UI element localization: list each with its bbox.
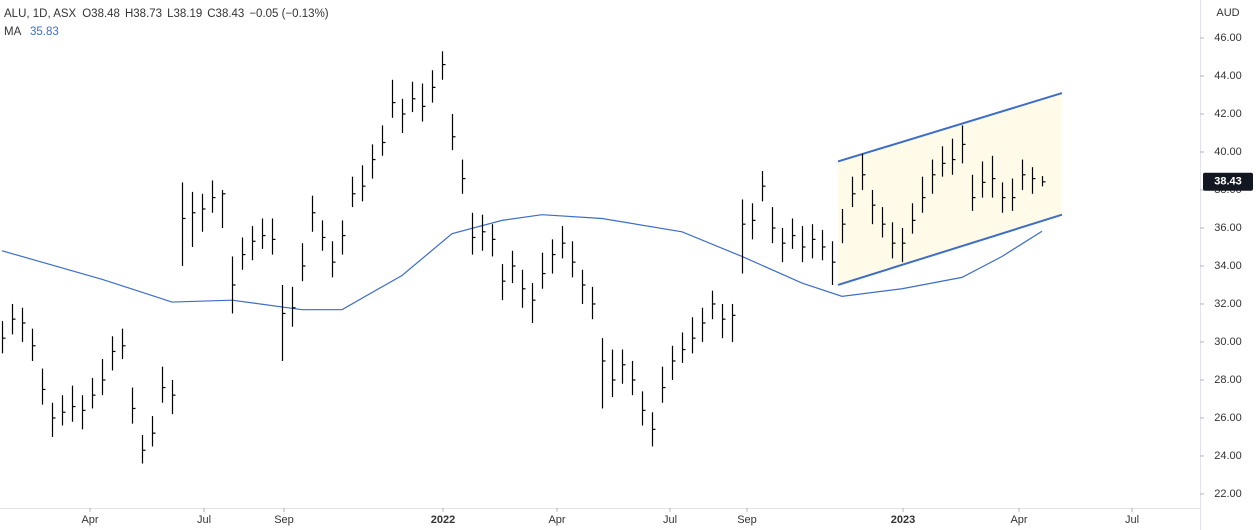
symbol: ALU, 1D, ASX	[4, 8, 77, 20]
y-tick-label: 28.00	[1214, 374, 1242, 386]
header: ALU, 1D, ASX O38.48 H38.73 L38.19 C38.43 −0.…	[4, 8, 329, 20]
x-tick-label: Apr	[81, 514, 98, 526]
quote-item: −0.05 (−0.13%)	[249, 8, 328, 20]
ma-value: 35.83	[30, 26, 59, 38]
x-tick-label: Sep	[737, 514, 757, 526]
last-price-label: 38.43	[1214, 176, 1242, 188]
x-tick-label: 2023	[891, 514, 915, 526]
x-tick-label: Jul	[663, 514, 677, 526]
y-tick-label: 40.00	[1214, 146, 1242, 158]
y-tick-label: 36.00	[1214, 222, 1242, 234]
channel-fill	[838, 93, 1062, 285]
last-price-box	[1203, 172, 1253, 191]
channel-line	[837, 92, 1063, 163]
y-tick-label: 26.00	[1214, 412, 1242, 424]
y-tick-label: 22.00	[1214, 488, 1242, 500]
x-tick-label: Jul	[1125, 514, 1139, 526]
y-tick-label: 24.00	[1214, 450, 1242, 462]
x-tick-label: Apr	[1010, 514, 1027, 526]
quote-item: L38.19	[167, 8, 202, 20]
x-tick-label: Sep	[274, 514, 294, 526]
currency: AUD	[1216, 7, 1239, 19]
x-tick-label: Apr	[548, 514, 565, 526]
x-tick-label: Jul	[197, 514, 211, 526]
y-tick-label: 42.00	[1214, 108, 1242, 120]
x-tick-label: 2022	[431, 514, 455, 526]
y-tick-label: 44.00	[1214, 70, 1242, 82]
y-tick-label: 30.00	[1214, 336, 1242, 348]
ma-name: MA	[4, 26, 22, 38]
quote-item: O38.48	[82, 8, 120, 20]
channel-line	[837, 213, 1063, 286]
y-tick-label: 34.00	[1214, 260, 1242, 272]
quote-item: C38.43	[207, 8, 244, 20]
y-tick-label: 32.00	[1214, 298, 1242, 310]
y-tick-label: 46.00	[1214, 32, 1242, 44]
quote-item: H38.73	[125, 8, 162, 20]
